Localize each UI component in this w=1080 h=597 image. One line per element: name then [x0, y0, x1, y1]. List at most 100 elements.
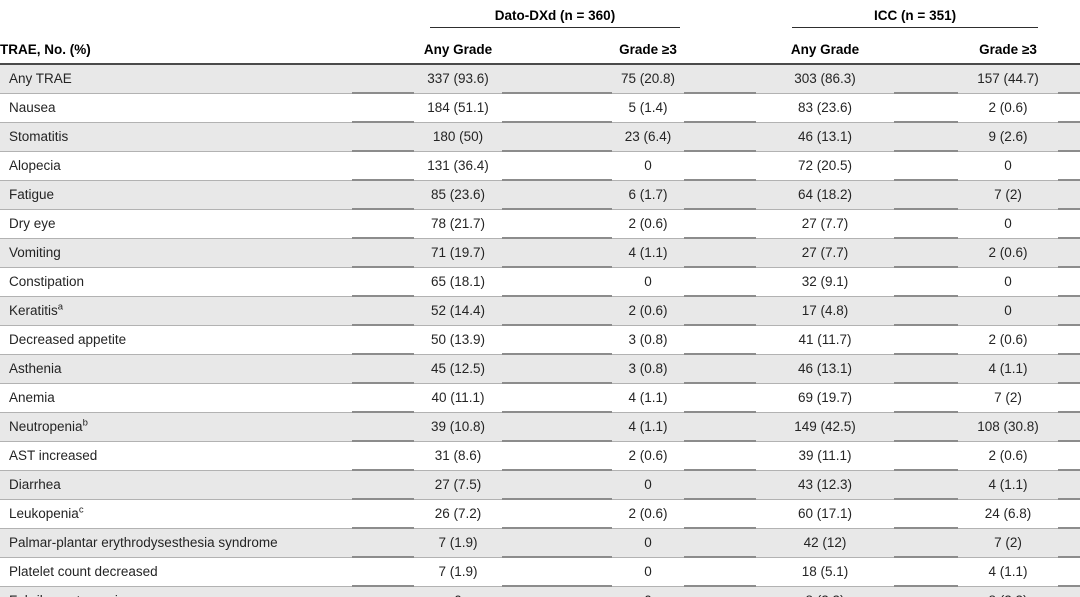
gutter — [684, 383, 757, 413]
row-label: Diarrhea — [0, 470, 352, 500]
cell-value: 7 (2) — [958, 383, 1059, 413]
gutter — [352, 412, 414, 442]
cell-value: 0 — [958, 296, 1059, 326]
cell-value: 157 (44.7) — [958, 64, 1059, 94]
table-row: AST increased 31 (8.6) 2 (0.6) 39 (11.1) 2 (… — [0, 441, 1080, 471]
footnote-marker: a — [57, 301, 64, 313]
gutter — [1058, 557, 1080, 587]
cell-value: 31 (8.6) — [414, 441, 502, 471]
spanner-blank — [0, 0, 414, 28]
gutter — [684, 180, 757, 210]
gutter — [502, 557, 612, 587]
cell-value: 303 (86.3) — [756, 64, 895, 94]
gutter — [894, 267, 959, 297]
cell-value: 2 (0.6) — [958, 238, 1059, 268]
cell-value: 5 (1.4) — [612, 93, 685, 123]
cell-value: 9 (2.6) — [958, 122, 1059, 152]
cell-value: 50 (13.9) — [414, 325, 502, 355]
gutter — [894, 180, 959, 210]
gutter — [1058, 180, 1080, 210]
gutter — [352, 325, 414, 355]
cell-value: 2 (0.6) — [612, 296, 685, 326]
cell-value: 23 (6.4) — [612, 122, 685, 152]
cell-value: 2 (0.6) — [958, 325, 1059, 355]
gutter — [894, 441, 959, 471]
cell-value: 0 — [612, 528, 685, 558]
cell-value: 46 (13.1) — [756, 122, 895, 152]
group-header-icc-label: ICC (n = 351) — [792, 8, 1039, 28]
cell-value: 27 (7.5) — [414, 470, 502, 500]
cell-value: 3 (0.8) — [612, 325, 685, 355]
table-row: Decreased appetite 50 (13.9) 3 (0.8) 41 (11… — [0, 325, 1080, 355]
gutter — [352, 267, 414, 297]
cell-value: 46 (13.1) — [756, 354, 895, 384]
gutter — [352, 238, 414, 268]
gutter — [894, 325, 959, 355]
table-row: Alopecia 131 (36.4) 0 72 (20.5) 0 — [0, 151, 1080, 181]
gutter — [1058, 122, 1080, 152]
gutter — [1058, 325, 1080, 355]
cell-value: 2 (0.6) — [612, 441, 685, 471]
row-label: Palmar-plantar erythrodysesthesia syndro… — [0, 528, 352, 558]
table-row: Palmar-plantar erythrodysesthesia syndro… — [0, 528, 1080, 558]
cell-value: 0 — [612, 586, 685, 597]
cell-value: 39 (11.1) — [756, 441, 895, 471]
cell-value: 2 (0.6) — [612, 499, 685, 529]
cell-value: 337 (93.6) — [414, 64, 502, 94]
header-gutter — [502, 28, 612, 65]
table-row: Asthenia 45 (12.5) 3 (0.8) 46 (13.1) 4 (1.1) — [0, 354, 1080, 384]
gutter — [894, 586, 959, 597]
gutter — [1058, 470, 1080, 500]
table-row: Stomatitis 180 (50) 23 (6.4) 46 (13.1) 9 (2.… — [0, 122, 1080, 152]
table-row: Vomiting 71 (19.7) 4 (1.1) 27 (7.7) 2 (0.6) — [0, 238, 1080, 268]
gutter — [352, 296, 414, 326]
cell-value: 6 (1.7) — [612, 180, 685, 210]
gutter — [894, 151, 959, 181]
cell-value: 45 (12.5) — [414, 354, 502, 384]
cell-value: 4 (1.1) — [612, 412, 685, 442]
gutter — [502, 586, 612, 597]
col-header-icc-grade-ge3: Grade ≥3 — [958, 28, 1059, 65]
gutter — [352, 441, 414, 471]
row-label: Anemia — [0, 383, 352, 413]
table-row: Dry eye 78 (21.7) 2 (0.6) 27 (7.7) 0 — [0, 209, 1080, 239]
cell-value: 8 (2.3) — [958, 586, 1059, 597]
row-label: Nausea — [0, 93, 352, 123]
gutter — [894, 557, 959, 587]
table-row: Nausea 184 (51.1) 5 (1.4) 83 (23.6) 2 (0.6) — [0, 93, 1080, 123]
gutter — [1058, 151, 1080, 181]
cell-value: 4 (1.1) — [612, 238, 685, 268]
cell-value: 71 (19.7) — [414, 238, 502, 268]
gutter — [502, 383, 612, 413]
gutter — [894, 470, 959, 500]
gutter — [684, 267, 757, 297]
gutter — [684, 557, 757, 587]
gutter — [684, 122, 757, 152]
row-label: Stomatitis — [0, 122, 352, 152]
cell-value: 4 (1.1) — [958, 470, 1059, 500]
spanner-blank — [1058, 0, 1080, 28]
table-row: Constipation 65 (18.1) 0 32 (9.1) 0 — [0, 267, 1080, 297]
cell-value: 42 (12) — [756, 528, 895, 558]
table-header: Dato-DXd (n = 360) ICC (n = 351) TRAE, N… — [0, 0, 1080, 65]
gutter — [684, 441, 757, 471]
table-row: Febrile neutropenia 0 0 8 (2.3) 8 (2.3) — [0, 586, 1080, 597]
cell-value: 0 — [612, 151, 685, 181]
cell-value: 69 (19.7) — [756, 383, 895, 413]
cell-value: 4 (1.1) — [958, 557, 1059, 587]
gutter — [352, 470, 414, 500]
gutter — [684, 412, 757, 442]
cell-value: 27 (7.7) — [756, 238, 895, 268]
header-gutter — [684, 28, 757, 65]
cell-value: 4 (1.1) — [958, 354, 1059, 384]
gutter — [684, 209, 757, 239]
row-label: Keratitisa — [0, 296, 352, 326]
gutter — [684, 64, 757, 94]
row-label: Asthenia — [0, 354, 352, 384]
footnote-marker: c — [78, 504, 84, 516]
gutter — [894, 412, 959, 442]
cell-value: 0 — [958, 151, 1059, 181]
gutter — [502, 64, 612, 94]
row-label: Neutropeniab — [0, 412, 352, 442]
